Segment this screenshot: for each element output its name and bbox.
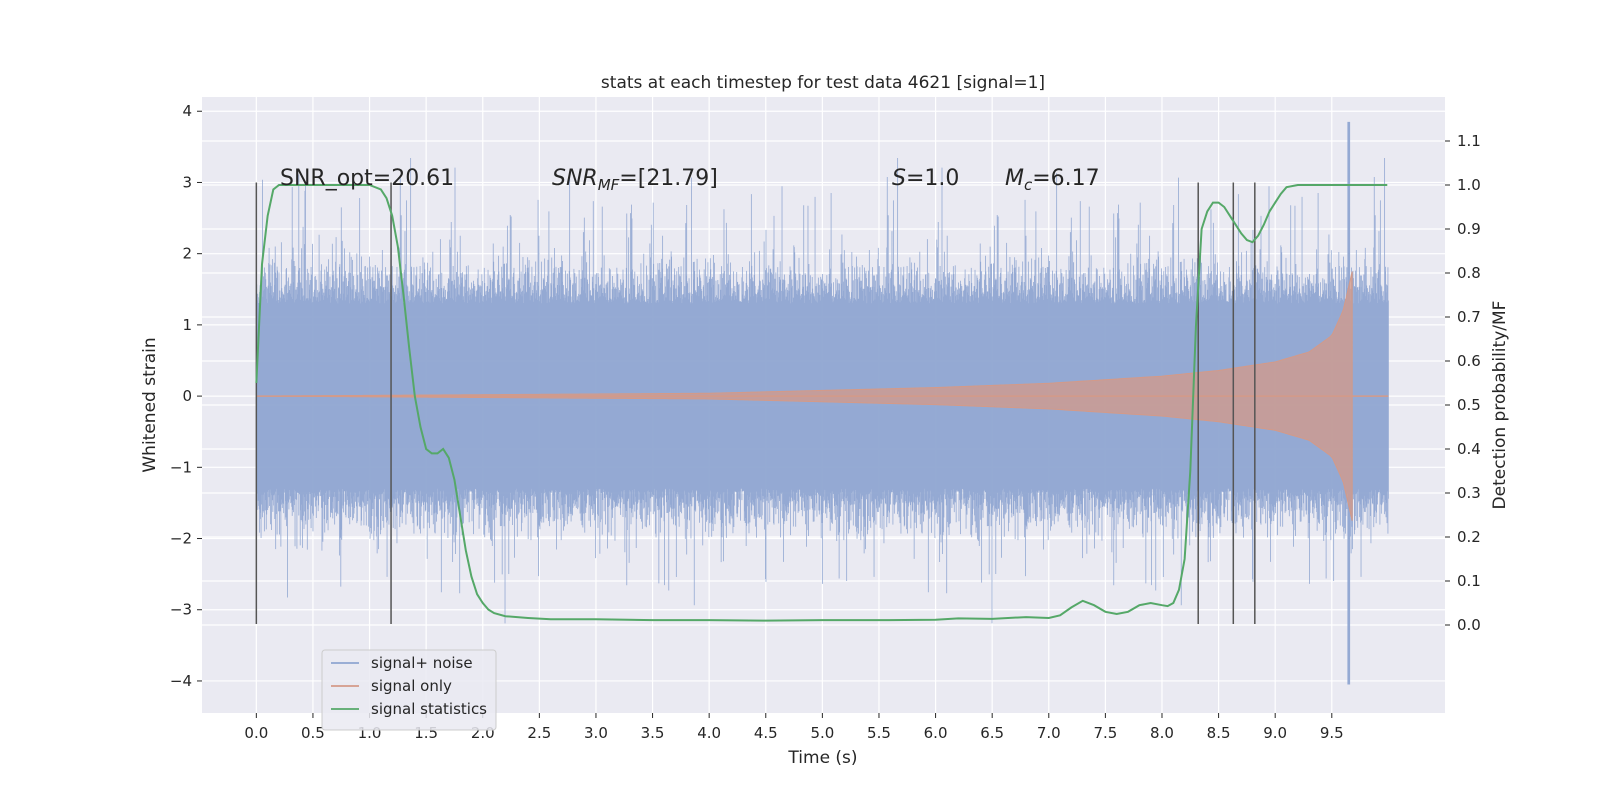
y-axis-right: 0.0 0.1 0.2 0.3 0.4 0.5 0.6 0.7 0.8 0.9 1.0 1.1 xyxy=(1445,132,1481,634)
x-tick-label-1: 0.5 xyxy=(301,724,325,742)
x-tick-label-11: 5.5 xyxy=(867,724,891,742)
x-axis-label: Time (s) xyxy=(787,748,857,768)
y-left-tick-label-1: −3 xyxy=(170,601,192,619)
y-axis-left: −4 −3 −2 −1 0 1 2 3 4 xyxy=(170,102,202,690)
x-tick-label-15: 7.5 xyxy=(1093,724,1117,742)
y-right-tick-label-5: 0.5 xyxy=(1457,396,1481,414)
y-right-tick-label-1: 0.1 xyxy=(1457,572,1481,590)
annotation-snr-mf-subscript: MF xyxy=(598,176,620,194)
x-tick-label-7: 3.5 xyxy=(641,724,665,742)
x-tick-label-8: 4.0 xyxy=(697,724,721,742)
x-tick-label-14: 7.0 xyxy=(1037,724,1061,742)
x-tick-label-6: 3.0 xyxy=(584,724,608,742)
annotation-mc-subscript: c xyxy=(1024,176,1033,194)
legend: signal+ noise signal only signal statist… xyxy=(321,649,497,731)
annotation-mc-prefix: M xyxy=(1005,166,1024,191)
y-left-tick-label-0: −4 xyxy=(170,672,192,690)
x-tick-label-12: 6.0 xyxy=(924,724,948,742)
y-right-tick-label-7: 0.7 xyxy=(1457,308,1481,326)
y-right-tick-label-2: 0.2 xyxy=(1457,528,1481,546)
annotation-snr-mf: SNRMF=[21.79] xyxy=(552,166,718,194)
annotation-snr-opt: SNR_opt=20.61 xyxy=(280,166,454,191)
chart-title: stats at each timestep for test data 462… xyxy=(601,73,1045,93)
vertical-markers xyxy=(255,182,1256,624)
x-axis: 0.0 0.5 1.0 1.5 2.0 2.5 3.0 3.5 4.0 4.5 5.0 5.5 6.0 6… xyxy=(244,713,1344,742)
legend-label-signal-noise: signal+ noise xyxy=(371,654,473,672)
annotation-s: S=1.0 xyxy=(892,166,959,191)
annotation-s-value: =1.0 xyxy=(906,166,959,191)
signal-only-series xyxy=(256,271,1389,521)
y-left-tick-label-5: 1 xyxy=(182,316,192,334)
y-right-tick-label-3: 0.3 xyxy=(1457,484,1481,502)
y-left-tick-label-6: 2 xyxy=(182,245,192,263)
y-right-tick-label-9: 0.9 xyxy=(1457,220,1481,238)
signal-statistics-line xyxy=(255,184,1388,622)
legend-label-signal-only: signal only xyxy=(371,677,452,695)
annotation-snr-mf-value: =[21.79] xyxy=(619,166,718,191)
x-tick-label-16: 8.0 xyxy=(1150,724,1174,742)
annotation-snr-mf-prefix: SNR xyxy=(552,166,598,191)
x-tick-label-5: 2.5 xyxy=(527,724,551,742)
annotation-mc: Mc=6.17 xyxy=(1005,166,1100,194)
x-tick-label-19: 9.5 xyxy=(1320,724,1344,742)
y-left-tick-label-3: −1 xyxy=(170,458,192,476)
legend-label-signal-statistics: signal statistics xyxy=(371,700,487,718)
x-tick-label-9: 4.5 xyxy=(754,724,778,742)
y-right-tick-label-11: 1.1 xyxy=(1457,132,1481,150)
signal-statistics-series xyxy=(255,184,1388,622)
y-left-tick-label-8: 4 xyxy=(182,102,192,120)
y-axis-right-label: Detection probability/MF xyxy=(1490,301,1510,510)
y-right-tick-label-4: 0.4 xyxy=(1457,440,1481,458)
x-tick-label-18: 9.0 xyxy=(1263,724,1287,742)
y-right-tick-label-0: 0.0 xyxy=(1457,616,1481,634)
y-right-tick-label-10: 1.0 xyxy=(1457,176,1481,194)
y-axis-left-label: Whitened strain xyxy=(140,337,160,472)
y-left-tick-label-4: 0 xyxy=(182,387,192,405)
annotation-s-prefix: S xyxy=(892,166,906,191)
x-tick-label-13: 6.5 xyxy=(980,724,1004,742)
y-right-tick-label-8: 0.8 xyxy=(1457,264,1481,282)
annotation-mc-value: =6.17 xyxy=(1032,166,1099,191)
y-right-tick-label-6: 0.6 xyxy=(1457,352,1481,370)
y-left-tick-label-2: −2 xyxy=(170,530,192,548)
x-tick-label-10: 5.0 xyxy=(810,724,834,742)
x-tick-label-17: 8.5 xyxy=(1207,724,1231,742)
legend-box xyxy=(321,649,497,731)
y-left-tick-label-7: 3 xyxy=(182,173,192,191)
x-tick-label-0: 0.0 xyxy=(244,724,268,742)
